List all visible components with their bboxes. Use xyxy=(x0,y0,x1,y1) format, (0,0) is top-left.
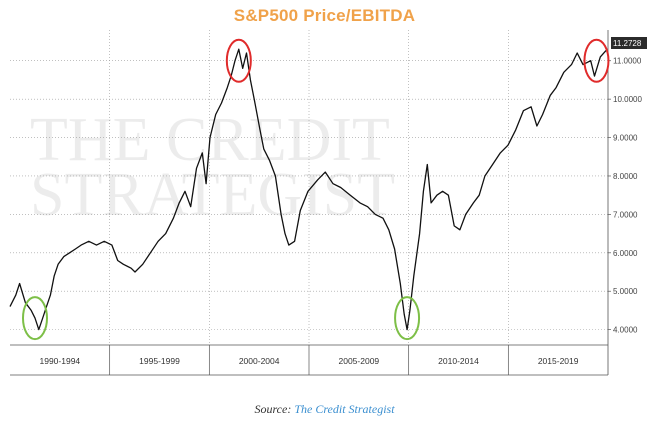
watermark: THE CREDIT STRATEGIST xyxy=(30,106,395,229)
highlights xyxy=(21,38,610,341)
series-line xyxy=(9,48,607,331)
last-value: 11.2728 xyxy=(611,37,647,49)
chart-title: S&P500 Price/EBITDA xyxy=(233,6,416,25)
x-tick-label: 2015-2019 xyxy=(538,356,579,366)
highlight-circle xyxy=(394,296,421,341)
y-tick-label: 8.0000 xyxy=(613,172,638,181)
y-tick-label: 10.0000 xyxy=(613,95,642,104)
last-value-badge xyxy=(611,37,647,49)
y-tick-label: 6.0000 xyxy=(613,249,638,258)
y-tick-label: 4.0000 xyxy=(613,326,638,335)
x-axis-ticks: 1990-1994 1995-1999 2000-2004 2005-2009 2010… xyxy=(40,345,579,375)
source-line: Source: The Credit Strategist xyxy=(0,402,649,417)
highlight-circle xyxy=(225,38,252,83)
x-tick-label: 1995-1999 xyxy=(139,356,180,366)
x-tick-label: 1990-1994 xyxy=(40,356,81,366)
watermark-line-2: STRATEGIST xyxy=(30,161,395,229)
y-tick-label: 5.0000 xyxy=(613,287,638,296)
y-tick-label: 7.0000 xyxy=(613,210,638,219)
highlight-circle xyxy=(583,38,610,83)
y-tick-label: 11.0000 xyxy=(613,57,642,66)
highlight-circle xyxy=(21,296,48,341)
last-value-label: 11.2728 xyxy=(613,39,642,48)
series xyxy=(9,48,607,331)
source-prefix: Source: xyxy=(254,402,295,416)
grid xyxy=(10,30,608,345)
y-tick-label: 9.0000 xyxy=(613,134,638,143)
y-axis-ticks: 4.0000 5.0000 6.0000 7.0000 8.0000 9.0000 10.0… xyxy=(608,57,642,335)
source-link[interactable]: The Credit Strategist xyxy=(294,402,395,416)
x-tick-label: 2005-2009 xyxy=(339,356,380,366)
x-tick-label: 2000-2004 xyxy=(239,356,280,366)
x-tick-label: 2010-2014 xyxy=(438,356,479,366)
